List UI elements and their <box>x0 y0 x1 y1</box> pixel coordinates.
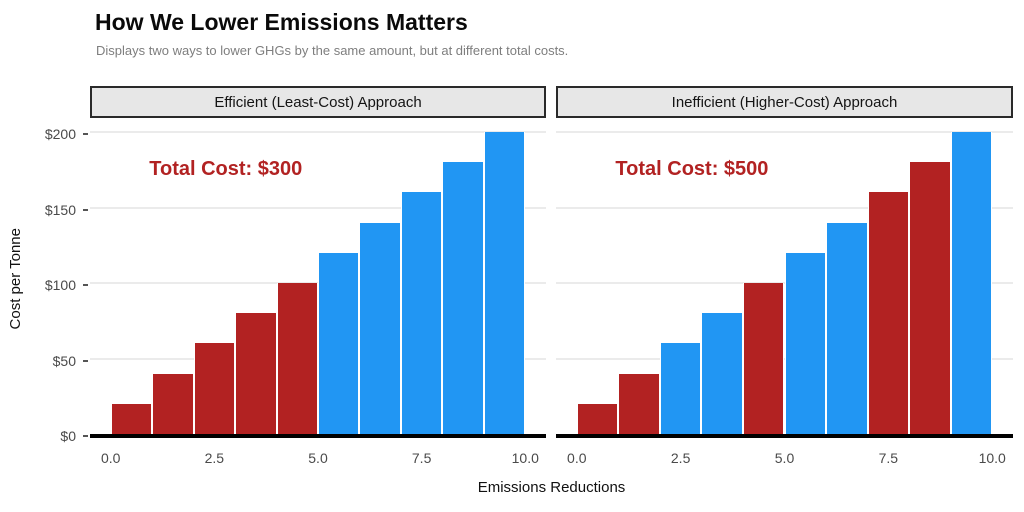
gridline <box>90 206 546 209</box>
x-tick-label: 7.5 <box>411 450 432 466</box>
total-cost-annotation: Total Cost: $500 <box>615 158 769 180</box>
y-tick-mark <box>83 133 88 136</box>
bar <box>618 373 660 434</box>
x-axis-ticks: 0.0 2.5 5.0 7.5 10.0 <box>556 438 1013 468</box>
bar <box>400 192 443 434</box>
bar <box>110 403 153 434</box>
bar <box>659 343 702 434</box>
plot-panel: Total Cost: $300 <box>90 120 546 438</box>
facet-strip-label: Inefficient (Higher-Cost) Approach <box>671 93 898 111</box>
facet-inefficient: Inefficient (Higher-Cost) Approach Total… <box>556 86 1013 468</box>
chart-title: How We Lower Emissions Matters <box>95 9 468 35</box>
y-tick-label: $50 <box>52 352 76 369</box>
facet-strip-label: Efficient (Least-Cost) Approach <box>214 93 422 111</box>
y-tick-label: $100 <box>44 277 76 294</box>
x-tick-label: 10.0 <box>978 450 1006 466</box>
gridline <box>556 131 1013 134</box>
bar <box>826 222 868 434</box>
x-axis-title: Emissions Reductions <box>477 479 626 496</box>
bar <box>152 373 194 434</box>
gridline <box>90 131 546 134</box>
x-axis-ticks: 0.0 2.5 5.0 7.5 10.0 <box>90 438 546 468</box>
bar <box>359 222 401 434</box>
bar <box>442 162 484 434</box>
x-tick-label: 0.0 <box>567 450 587 466</box>
facet-efficient: Efficient (Least-Cost) Approach Total Co… <box>90 86 546 468</box>
y-tick-mark <box>83 435 88 437</box>
y-tick-label: $200 <box>44 126 76 143</box>
y-axis: $0 $50 $100 $150 $200 <box>0 122 88 444</box>
bar <box>742 283 785 434</box>
x-tick-label: 10.0 <box>511 450 539 466</box>
bar <box>576 403 619 434</box>
bar <box>909 162 951 434</box>
y-tick-mark <box>83 359 88 362</box>
y-tick-mark <box>83 208 88 211</box>
facet-strip: Inefficient (Higher-Cost) Approach <box>556 86 1013 118</box>
bar <box>193 343 236 434</box>
x-tick-label: 2.5 <box>204 450 225 466</box>
plot-panel: Total Cost: $500 <box>556 120 1013 438</box>
x-tick-label: 5.0 <box>308 450 328 466</box>
x-tick-label: 0.0 <box>100 450 121 466</box>
bar <box>235 313 277 434</box>
x-tick-label: 2.5 <box>670 450 691 466</box>
y-tick-mark <box>83 284 88 287</box>
facet-strip: Efficient (Least-Cost) Approach <box>90 86 546 118</box>
bar <box>701 313 743 434</box>
chart-subtitle: Displays two ways to lower GHGs by the s… <box>96 43 569 58</box>
bar <box>867 192 910 434</box>
bar <box>950 132 993 434</box>
x-tick-label: 5.0 <box>774 450 795 466</box>
bar <box>784 252 827 434</box>
total-cost-annotation: Total Cost: $300 <box>149 158 303 180</box>
gridline <box>556 206 1013 209</box>
y-tick-label: $150 <box>44 201 76 218</box>
y-tick-label: $0 <box>60 428 76 444</box>
bar <box>318 252 360 434</box>
bar <box>276 283 318 434</box>
bar <box>483 132 526 434</box>
x-tick-label: 7.5 <box>878 450 899 466</box>
